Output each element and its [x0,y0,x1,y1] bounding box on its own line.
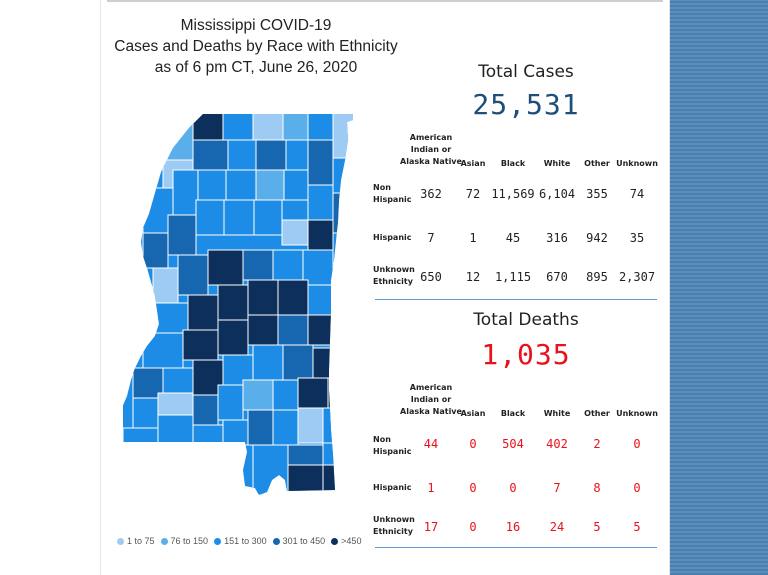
deaths-cell: 0 [509,481,517,495]
title-line-2: Cases and Deaths by Race with Ethnicity [114,38,398,55]
map-legend: 1 to 75 76 to 150 151 to 300 301 to 450 … [117,536,361,546]
left-background [0,0,100,575]
row-label-non-hispanic: Non Hispanic [373,183,412,204]
row-label-unknown-ethnicity: Unknown Ethnicity [373,265,415,286]
deaths-cell: 8 [593,481,601,495]
deaths-cell: 0 [633,481,641,495]
deaths-cell: 7 [553,481,561,495]
legend-label: 1 to 75 [127,536,155,546]
header-other: Other [584,159,610,168]
cases-cell: 2,307 [618,270,656,284]
deaths-cell: 24 [549,520,565,534]
deaths-cell: 0 [469,437,477,451]
right-background [670,0,768,575]
header-native: American Indian or Alaska Native [400,133,462,166]
cases-cell: 670 [546,270,568,284]
deaths-table: American Indian or Alaska Native Asian B… [369,380,661,550]
legend-swatch [272,537,280,545]
cases-cell: 942 [586,231,608,245]
cases-cell: 1 [469,231,477,245]
cases-cell: 6,104 [538,187,576,201]
header-black: Black [500,159,526,168]
legend-label: 151 to 300 [224,536,267,546]
deaths-cell: 1 [427,481,435,495]
cases-table: American Indian or Alaska Native Asian B… [369,130,661,300]
title-line-3: as of 6 pm CT, June 26, 2020 [154,59,358,76]
legend-label: >450 [341,536,362,546]
cases-cell: 316 [546,231,568,245]
legend-swatch [160,537,168,545]
legend-item: 151 to 300 [214,536,267,546]
header-unknown: Unknown [616,409,658,418]
cases-cell: 895 [586,270,608,284]
legend-item: 1 to 75 [117,536,155,546]
cases-cell: 1,115 [494,270,532,284]
row-label-unknown-ethnicity: Unknown Ethnicity [373,515,415,536]
cases-cell: 35 [629,231,645,245]
legend-label: 301 to 450 [282,536,326,546]
deaths-cell: 0 [633,437,641,451]
cases-table-divider [375,299,657,300]
top-divider [107,0,663,2]
legend-item: 76 to 150 [160,536,209,546]
cases-cell: 7 [427,231,435,245]
header-other: Other [584,409,610,418]
legend-item: 301 to 450 [272,536,326,546]
header-asian: Asian [460,159,486,168]
mississippi-county-map [123,114,353,495]
deaths-cell: 5 [633,520,641,534]
total-deaths-value: 1,035 [481,338,571,371]
deaths-cell: 402 [546,437,568,451]
cases-cell: 355 [586,187,608,201]
header-black: Black [500,409,526,418]
row-label-non-hispanic: Non Hispanic [373,435,412,456]
report-panel: Mississippi COVID-19 Cases and Deaths by… [100,0,670,575]
header-unknown: Unknown [616,159,658,168]
cases-cell: 45 [505,231,521,245]
deaths-cell: 0 [469,481,477,495]
cases-cell: 12 [465,270,481,284]
deaths-cell: 44 [423,437,439,451]
row-label-hispanic: Hispanic [373,483,412,492]
header-white: White [543,409,571,418]
header-native: American Indian or Alaska Native [400,383,462,416]
header-asian: Asian [460,409,486,418]
cases-cell: 650 [420,270,442,284]
deaths-cell: 17 [423,520,439,534]
deaths-table-divider [375,547,657,548]
legend-swatch [117,537,124,545]
title-line-1: Mississippi COVID-19 [180,17,332,34]
legend-swatch [214,537,222,545]
legend-swatch [331,537,339,545]
deaths-cell: 0 [469,520,477,534]
cases-cell: 362 [420,187,442,201]
cases-cell: 72 [465,187,481,201]
deaths-cell: 2 [593,437,601,451]
total-cases-label: Total Cases [478,62,574,82]
legend-label: 76 to 150 [170,536,209,546]
deaths-cell: 5 [593,520,601,534]
row-label-hispanic: Hispanic [373,233,412,242]
cases-cell: 74 [629,187,645,201]
total-deaths-label: Total Deaths [473,310,579,330]
deaths-cell: 16 [505,520,521,534]
cases-cell: 11,569 [491,187,535,201]
legend-item: >450 [331,536,361,546]
header-white: White [543,159,571,168]
deaths-cell: 504 [502,437,524,451]
total-cases-value: 25,531 [472,88,580,121]
